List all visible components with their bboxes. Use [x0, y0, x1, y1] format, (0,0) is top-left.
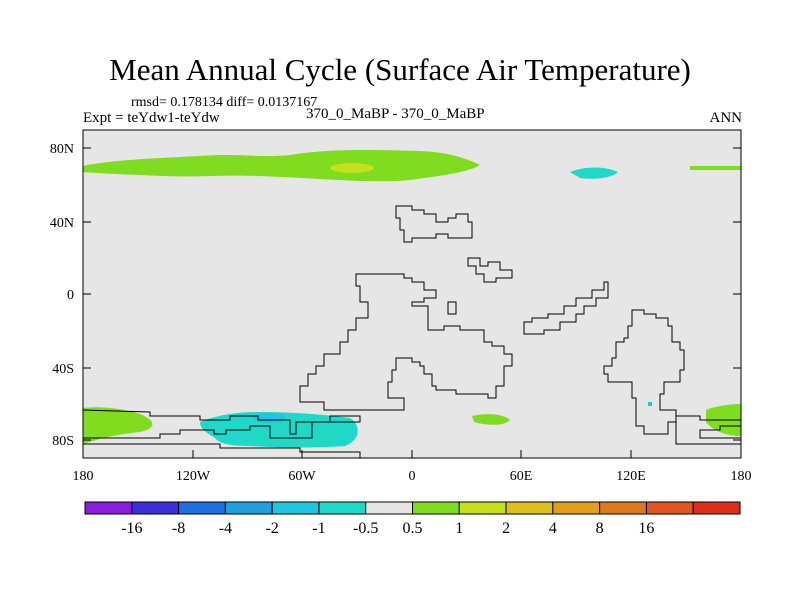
legend-swatch	[645, 501, 694, 515]
legend-bar	[84, 501, 741, 515]
legend-swatch	[692, 501, 741, 515]
legend-swatch	[131, 501, 180, 515]
legend-label: -0.5	[353, 520, 378, 537]
latitude-ticks	[83, 147, 741, 441]
legend-swatch	[178, 501, 226, 515]
legend-label: -8	[172, 520, 185, 537]
legend-swatch	[365, 501, 414, 515]
continent-antarctic-east	[675, 415, 741, 445]
continent-north-east	[395, 205, 473, 243]
longitude-ticks	[192, 450, 632, 458]
lon-label-180w: 180	[73, 469, 94, 484]
island-1	[447, 301, 457, 315]
anomaly-region-south-positive-west	[83, 407, 153, 444]
map-title: Mean Annual Cycle (Surface Air Temperatu…	[109, 52, 691, 87]
legend-label: 0.5	[403, 520, 423, 537]
legend-label: 2	[502, 520, 510, 537]
anomaly-region-north-negative	[570, 167, 618, 179]
anomaly-region-south-negative	[200, 412, 358, 448]
lon-label-120e: 120E	[616, 469, 646, 484]
experiment-label: Expt = teYdw1-teYdw	[83, 110, 220, 126]
lat-label-40n: 40N	[50, 216, 74, 231]
legend-label: 1	[455, 520, 463, 537]
map-background	[83, 130, 741, 458]
legend-swatch	[412, 501, 460, 515]
anomaly-region-south-negative-strong	[254, 413, 286, 423]
legend-swatch	[458, 501, 507, 515]
continent-antarctic-west	[83, 409, 361, 439]
legend-swatch	[599, 501, 647, 515]
season-label: ANN	[709, 110, 743, 126]
legend-swatch	[552, 501, 601, 515]
lon-label-120w: 120W	[176, 469, 211, 484]
anomaly-fields	[83, 149, 741, 458]
lon-label-60w: 60W	[288, 469, 316, 484]
stats-text: rmsd= 0.178134 diff= 0.0137167	[131, 95, 318, 110]
anomaly-region-north-positive-east	[690, 166, 741, 170]
legend-swatch	[84, 501, 133, 515]
anomaly-point-cyan	[648, 402, 652, 406]
legend-label: 8	[596, 520, 604, 537]
lon-label-60e: 60E	[510, 469, 533, 484]
coastlines	[83, 205, 741, 458]
lat-label-80s: 80S	[52, 434, 74, 449]
legend-label: -4	[219, 520, 232, 537]
legend-label: -1	[312, 520, 325, 537]
continent-india-strip	[523, 281, 609, 335]
legend-label: 16	[638, 520, 654, 537]
continent-small-east	[467, 257, 513, 283]
legend-swatch	[271, 501, 320, 515]
continent-main	[299, 273, 513, 411]
anomaly-region-south-positive-mid	[472, 414, 510, 425]
legend-labels: -16 -8 -4 -2 -1 -0.5 0.5 1 2 4 8 16	[121, 520, 654, 537]
lat-label-40s: 40S	[52, 362, 74, 377]
lat-label-eq: 0	[67, 288, 74, 303]
continent-south-east	[603, 309, 685, 435]
continent-antarctic-lower	[83, 443, 361, 458]
legend-label: -16	[121, 520, 142, 537]
legend-swatch	[318, 501, 367, 515]
case-label: 370_0_MaBP - 370_0_MaBP	[306, 106, 485, 122]
anomaly-region-north-strong	[330, 163, 374, 173]
legend-swatch	[224, 501, 273, 515]
legend-label: 4	[549, 520, 557, 537]
legend-swatch	[505, 501, 554, 515]
legend-label: -2	[265, 520, 278, 537]
lon-label-0: 0	[409, 469, 416, 484]
lat-label-80n: 80N	[50, 142, 74, 157]
lon-label-180e: 180	[731, 469, 752, 484]
anomaly-region-north-positive	[83, 149, 480, 182]
